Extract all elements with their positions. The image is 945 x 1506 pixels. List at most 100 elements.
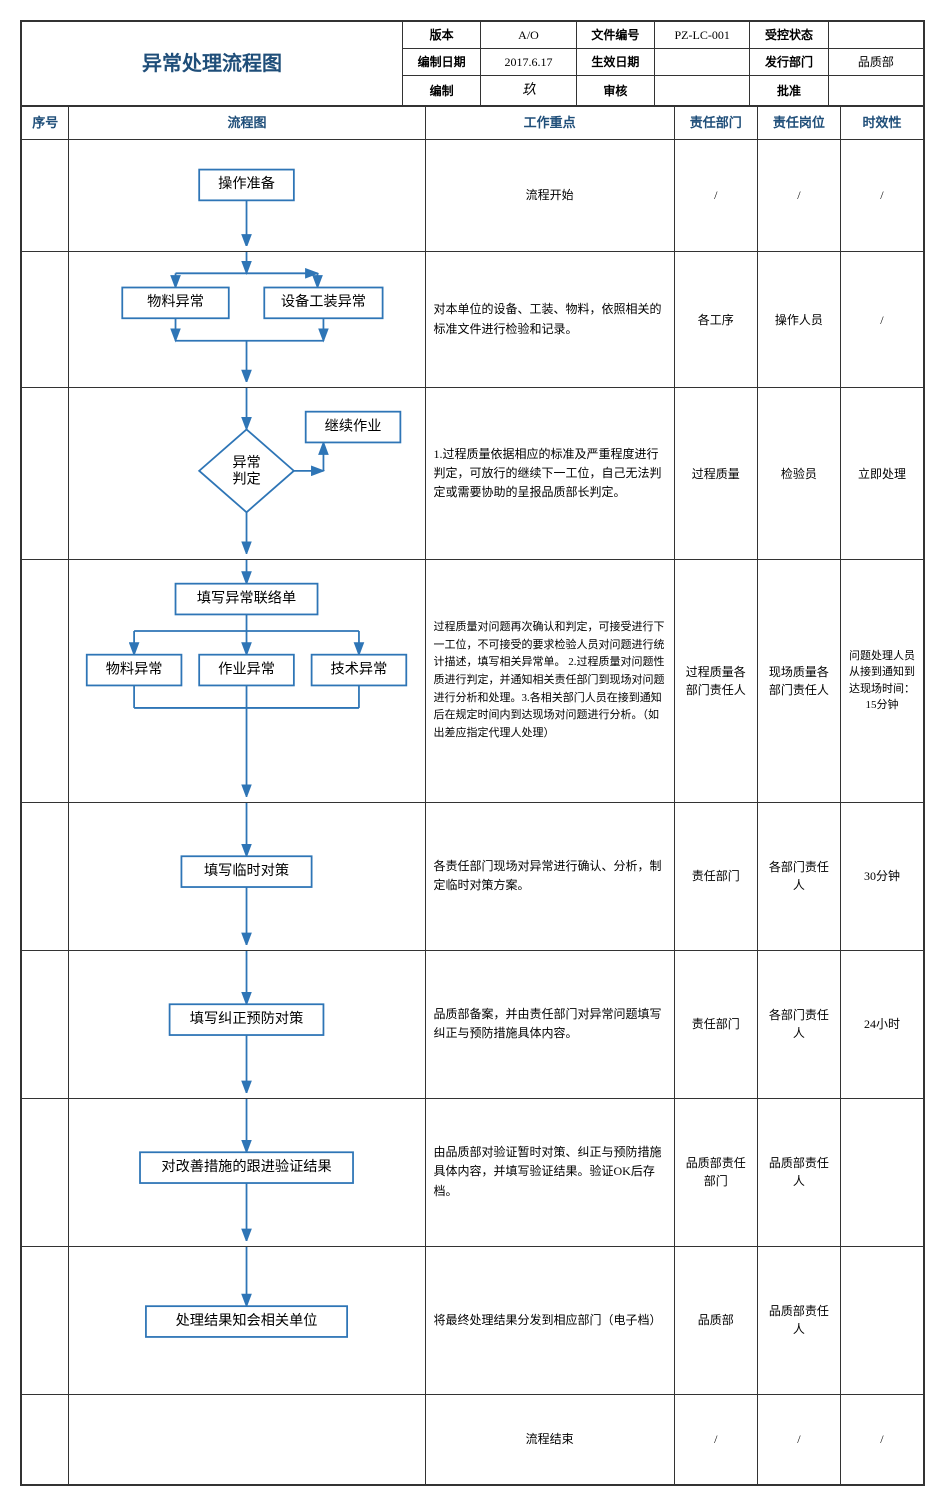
lbl-reviewer: 审核 (576, 76, 654, 106)
role-cell: / (757, 1394, 840, 1484)
col-flow: 流程图 (69, 107, 425, 140)
time-cell: / (840, 1394, 923, 1484)
lbl-status: 受控状态 (750, 22, 828, 49)
table-row: 填写临时对策 各责任部门现场对异常进行确认、分析，制定临时对策方案。 责任部门 … (22, 802, 924, 950)
keypoint-cell: 1.过程质量依据相应的标准及严重程度进行判定，可放行的继续下一工位，自己无法判定… (425, 388, 674, 560)
lbl-draft-date: 编制日期 (402, 49, 480, 76)
role-cell: 品质部责任人 (757, 1098, 840, 1246)
flow-svg-5: 填写临时对策 (69, 803, 424, 945)
keypoint-cell: 过程质量对问题再次确认和判定，可接受进行下一工位，不可接受的要求检验人员对问题进… (425, 559, 674, 802)
table-row: 操作准备 流程开始 / / / (22, 139, 924, 252)
flow-svg-2: 物料异常 设备工装异常 (69, 252, 424, 382)
keypoint-cell: 由品质部对验证暂时对策、纠正与预防措施具体内容，并填写验证结果。验证OK后存档。 (425, 1098, 674, 1246)
role-cell: 品质部责任人 (757, 1246, 840, 1394)
time-cell (840, 1098, 923, 1246)
flow-cell-3: 异常 判定 继续作业 (69, 388, 425, 560)
col-seq: 序号 (22, 107, 69, 140)
dept-cell: 责任部门 (674, 950, 757, 1098)
column-header-row: 序号 流程图 工作重点 责任部门 责任岗位 时效性 (22, 107, 924, 140)
lbl-issue-dept: 发行部门 (750, 49, 828, 76)
val-issue-dept: 品质部 (828, 49, 923, 76)
col-role: 责任岗位 (757, 107, 840, 140)
seq-cell (22, 1394, 69, 1484)
seq-cell (22, 1246, 69, 1394)
keypoint-cell: 各责任部门现场对异常进行确认、分析，制定临时对策方案。 (425, 802, 674, 950)
flow-svg-7: 对改善措施的跟进验证结果 (69, 1099, 424, 1241)
val-approver (828, 76, 923, 106)
role-cell: 检验员 (757, 388, 840, 560)
role-cell: 各部门责任人 (757, 802, 840, 950)
dept-cell: 各工序 (674, 252, 757, 388)
table-row: 异常 判定 继续作业 1.过程质量依据相应的标准及严重程度进行判定，可放行的继续… (22, 388, 924, 560)
node-tech-abn: 技术异常 (331, 661, 388, 677)
dept-cell: 过程质量 (674, 388, 757, 560)
col-time: 时效性 (840, 107, 923, 140)
flow-cell-6: 填写纠正预防对策 (69, 950, 425, 1098)
time-cell: 24小时 (840, 950, 923, 1098)
keypoint-cell: 流程结束 (425, 1394, 674, 1484)
node-op-abn: 作业异常 (219, 661, 276, 677)
keypoint-cell: 品质部备案，并由责任部门对异常问题填写纠正与预防措施具体内容。 (425, 950, 674, 1098)
node-corrective: 填写纠正预防对策 (190, 1009, 304, 1026)
val-docno: PZ-LC-001 (655, 22, 750, 49)
signature-icon: 玖 (521, 80, 536, 102)
seq-cell (22, 950, 69, 1098)
flow-cell-1: 操作准备 (69, 139, 425, 252)
seq-cell (22, 802, 69, 950)
dept-cell: / (674, 139, 757, 252)
time-cell: 问题处理人员从接到通知到达现场时间：15分钟 (840, 559, 923, 802)
lbl-approver: 批准 (750, 76, 828, 106)
node-fill-contact: 填写异常联络单 (197, 590, 296, 606)
seq-cell (22, 139, 69, 252)
dept-cell: 品质部 (674, 1246, 757, 1394)
keypoint-cell: 流程开始 (425, 139, 674, 252)
val-version: A/O (481, 22, 576, 49)
time-cell: 30分钟 (840, 802, 923, 950)
lbl-drafter: 编制 (402, 76, 480, 106)
val-reviewer (655, 76, 750, 106)
table-row: 对改善措施的跟进验证结果 由品质部对验证暂时对策、纠正与预防措施具体内容，并填写… (22, 1098, 924, 1246)
node-start: 操作准备 (219, 175, 276, 192)
time-cell (840, 1246, 923, 1394)
node-temp-measure: 填写临时对策 (204, 861, 289, 878)
node-continue: 继续作业 (325, 417, 382, 434)
role-cell: 现场质量各部门责任人 (757, 559, 840, 802)
col-keypoint: 工作重点 (425, 107, 674, 140)
node-verify: 对改善措施的跟进验证结果 (162, 1158, 332, 1174)
dept-cell: / (674, 1394, 757, 1484)
table-row: 流程结束 / / / (22, 1394, 924, 1484)
node-material-abn: 物料异常 (148, 294, 205, 310)
val-drafter: 玖 (481, 76, 576, 106)
flow-svg-6: 填写纠正预防对策 (69, 951, 424, 1093)
flow-cell-2: 物料异常 设备工装异常 (69, 252, 425, 388)
table-row: 填写异常联络单 物料异常 作业异常 技术异常 过程质量对问题再次确认和判定，可接… (22, 559, 924, 802)
col-dept: 责任部门 (674, 107, 757, 140)
lbl-version: 版本 (402, 22, 480, 49)
keypoint-cell: 对本单位的设备、工装、物料，依照相关的标准文件进行检验和记录。 (425, 252, 674, 388)
document-page: 异常处理流程图 版本 A/O 文件编号 PZ-LC-001 受控状态 编制日期 … (20, 20, 925, 1486)
seq-cell (22, 252, 69, 388)
flow-cell-5: 填写临时对策 (69, 802, 425, 950)
lbl-docno: 文件编号 (576, 22, 654, 49)
node-equip-abn: 设备工装异常 (281, 293, 366, 310)
time-cell: / (840, 252, 923, 388)
seq-cell (22, 1098, 69, 1246)
flow-svg-8: 处理结果知会相关单位 (69, 1247, 424, 1389)
node-judge-1: 异常 (233, 455, 261, 471)
role-cell: 操作人员 (757, 252, 840, 388)
flow-svg-3: 异常 判定 继续作业 (69, 388, 424, 554)
flow-cell-4: 填写异常联络单 物料异常 作业异常 技术异常 (69, 559, 425, 802)
time-cell: 立即处理 (840, 388, 923, 560)
flow-cell-9 (69, 1394, 425, 1484)
header-table: 异常处理流程图 版本 A/O 文件编号 PZ-LC-001 受控状态 编制日期 … (21, 21, 924, 106)
seq-cell (22, 388, 69, 560)
dept-cell: 品质部责任部门 (674, 1098, 757, 1246)
flow-cell-8: 处理结果知会相关单位 (69, 1246, 425, 1394)
val-effect-date (655, 49, 750, 76)
dept-cell: 过程质量各部门责任人 (674, 559, 757, 802)
time-cell: / (840, 139, 923, 252)
node-distribute: 处理结果知会相关单位 (176, 1311, 318, 1328)
table-row: 处理结果知会相关单位 将最终处理结果分发到相应部门（电子档） 品质部 品质部责任… (22, 1246, 924, 1394)
dept-cell: 责任部门 (674, 802, 757, 950)
role-cell: 各部门责任人 (757, 950, 840, 1098)
